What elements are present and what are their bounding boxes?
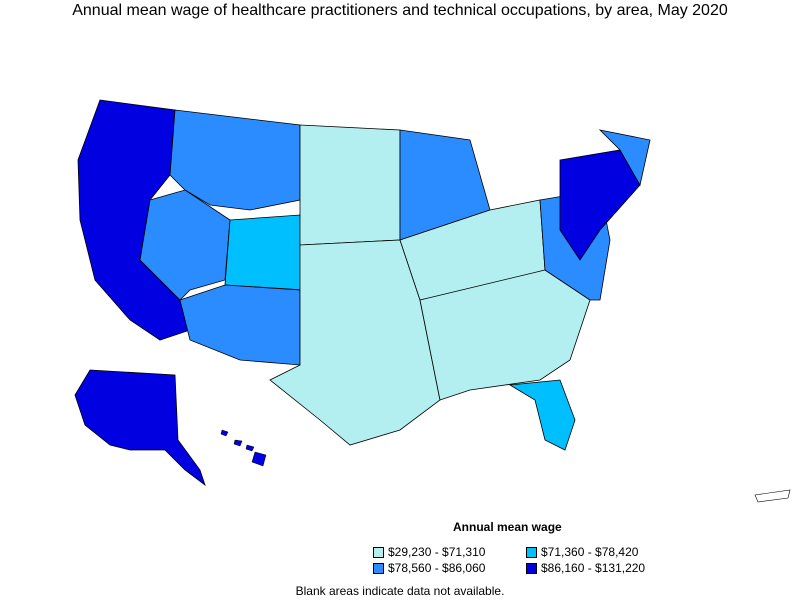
region-northern-plains <box>299 124 401 246</box>
region-great-basin <box>139 189 231 301</box>
legend-item-1: $29,230 - $71,310 <box>373 545 485 559</box>
region-hawaii <box>220 429 267 467</box>
region-alaska <box>74 369 206 487</box>
legend-swatch-4 <box>526 562 537 574</box>
footnote: Blank areas indicate data not available. <box>295 584 505 598</box>
legend-swatch-1 <box>373 546 384 558</box>
continental-us <box>77 99 651 451</box>
legend-item-4: $86,160 - $131,220 <box>526 561 645 575</box>
legend-label-2: $71,360 - $78,420 <box>541 545 639 559</box>
legend-label-4: $86,160 - $131,220 <box>541 561 646 575</box>
region-southwest <box>179 284 301 366</box>
legend-swatch-2 <box>526 546 537 558</box>
legend-label-3: $78,560 - $86,060 <box>388 561 486 575</box>
legend-label-1: $29,230 - $71,310 <box>388 545 486 559</box>
legend-title: Annual mean wage <box>453 520 562 534</box>
region-new-england <box>598 129 651 187</box>
legend-swatch-3 <box>373 562 384 574</box>
region-colorado <box>224 214 306 291</box>
legend-item-2: $71,360 - $78,420 <box>526 545 638 559</box>
map-title: Annual mean wage of healthcare practitio… <box>72 2 728 19</box>
region-puerto-rico <box>754 489 791 503</box>
legend-item-3: $78,560 - $86,060 <box>373 561 485 575</box>
region-florida <box>508 379 576 451</box>
